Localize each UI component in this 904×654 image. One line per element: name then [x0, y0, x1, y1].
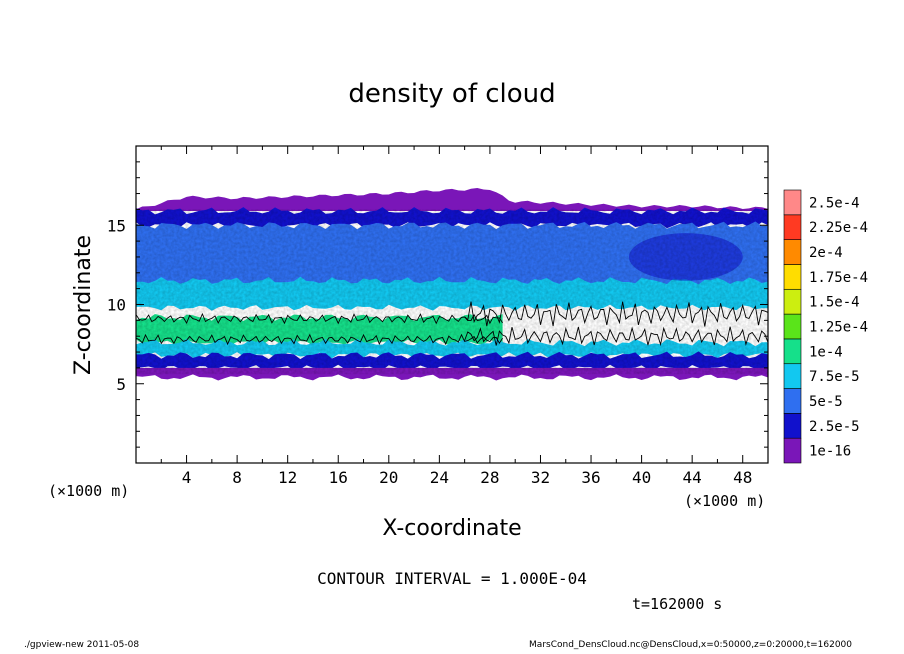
plot-area — [136, 188, 768, 381]
colorbar: 1e-16 2.5e-5 5e-5 7.5e-5 1e-4 1.25e-4 1.5e-4 1.… — [783, 189, 868, 464]
y-tick-label: 15 — [107, 216, 126, 235]
colorbar-label: 5e-5 — [809, 394, 843, 410]
x-tick-label: 40 — [632, 468, 651, 487]
x-tick-label: 4 — [182, 468, 192, 487]
colorbar-label: 1e-16 — [809, 444, 851, 460]
contour-line — [136, 333, 503, 346]
y-tick-label: 5 — [116, 375, 126, 394]
colorbar-swatch — [783, 189, 802, 216]
colorbar-swatch — [783, 288, 802, 315]
colorbar-swatch — [783, 313, 802, 340]
x-tick-label: 8 — [232, 468, 242, 487]
x-tick-label: 48 — [733, 468, 752, 487]
x-tick-label: 20 — [379, 468, 398, 487]
contour-line — [464, 301, 768, 327]
colorbar-swatch — [783, 338, 802, 365]
heatmap-layer-cloud-top-fringe — [136, 188, 768, 211]
colorbar-label: 1e-4 — [809, 344, 843, 360]
x-axis: 4 8 12 16 20 24 28 32 36 40 44 48 — [160, 146, 752, 487]
colorbar-label: 1.25e-4 — [809, 320, 868, 336]
x-axis-unit-left: (×1000 m) — [48, 482, 129, 500]
colorbar-swatch — [783, 239, 802, 265]
x-tick-label: 24 — [430, 468, 449, 487]
x-axis-unit-right: (×1000 m) — [684, 492, 765, 510]
footer-left-info: ./gpview-new 2011-05-08 — [24, 640, 140, 650]
x-tick-label: 44 — [683, 468, 702, 487]
colorbar-swatch — [783, 437, 802, 464]
colorbar-label: 2.5e-5 — [809, 419, 860, 435]
colorbar-swatch — [783, 413, 802, 439]
colorbar-label: 1.75e-4 — [809, 270, 868, 286]
x-tick-label: 36 — [581, 468, 600, 487]
time-label: t=162000 s — [632, 595, 722, 613]
contour-line — [464, 326, 768, 347]
contour-interval-label: CONTOUR INTERVAL = 1.000E-04 — [317, 569, 587, 588]
heatmap-texture — [136, 209, 768, 375]
colorbar-swatch — [783, 388, 802, 414]
colorbar-swatch — [783, 214, 802, 240]
y-tick-label: 10 — [107, 296, 126, 315]
x-tick-label: 32 — [531, 468, 550, 487]
footer-right-info: MarsCond_DensCloud.nc@DensCloud,x=0:5000… — [529, 640, 852, 650]
colorbar-label: 2.25e-4 — [809, 220, 868, 236]
colorbar-swatch — [783, 264, 802, 290]
y-axis-label: Z-coordinate — [71, 235, 96, 375]
colorbar-swatch — [783, 363, 802, 389]
chart-title: density of cloud — [348, 79, 555, 109]
x-tick-label: 16 — [329, 468, 348, 487]
colorbar-label: 1.5e-4 — [809, 295, 860, 311]
x-axis-label: X-coordinate — [382, 516, 521, 541]
contour-line — [136, 312, 503, 325]
x-tick-label: 12 — [278, 468, 297, 487]
contour-lines — [136, 301, 768, 347]
colorbar-label: 2e-4 — [809, 245, 843, 261]
colorbar-label: 7.5e-5 — [809, 369, 860, 385]
y-axis: 5 10 15 — [107, 161, 768, 448]
x-tick-label: 28 — [480, 468, 499, 487]
colorbar-label: 2.5e-4 — [809, 195, 860, 211]
